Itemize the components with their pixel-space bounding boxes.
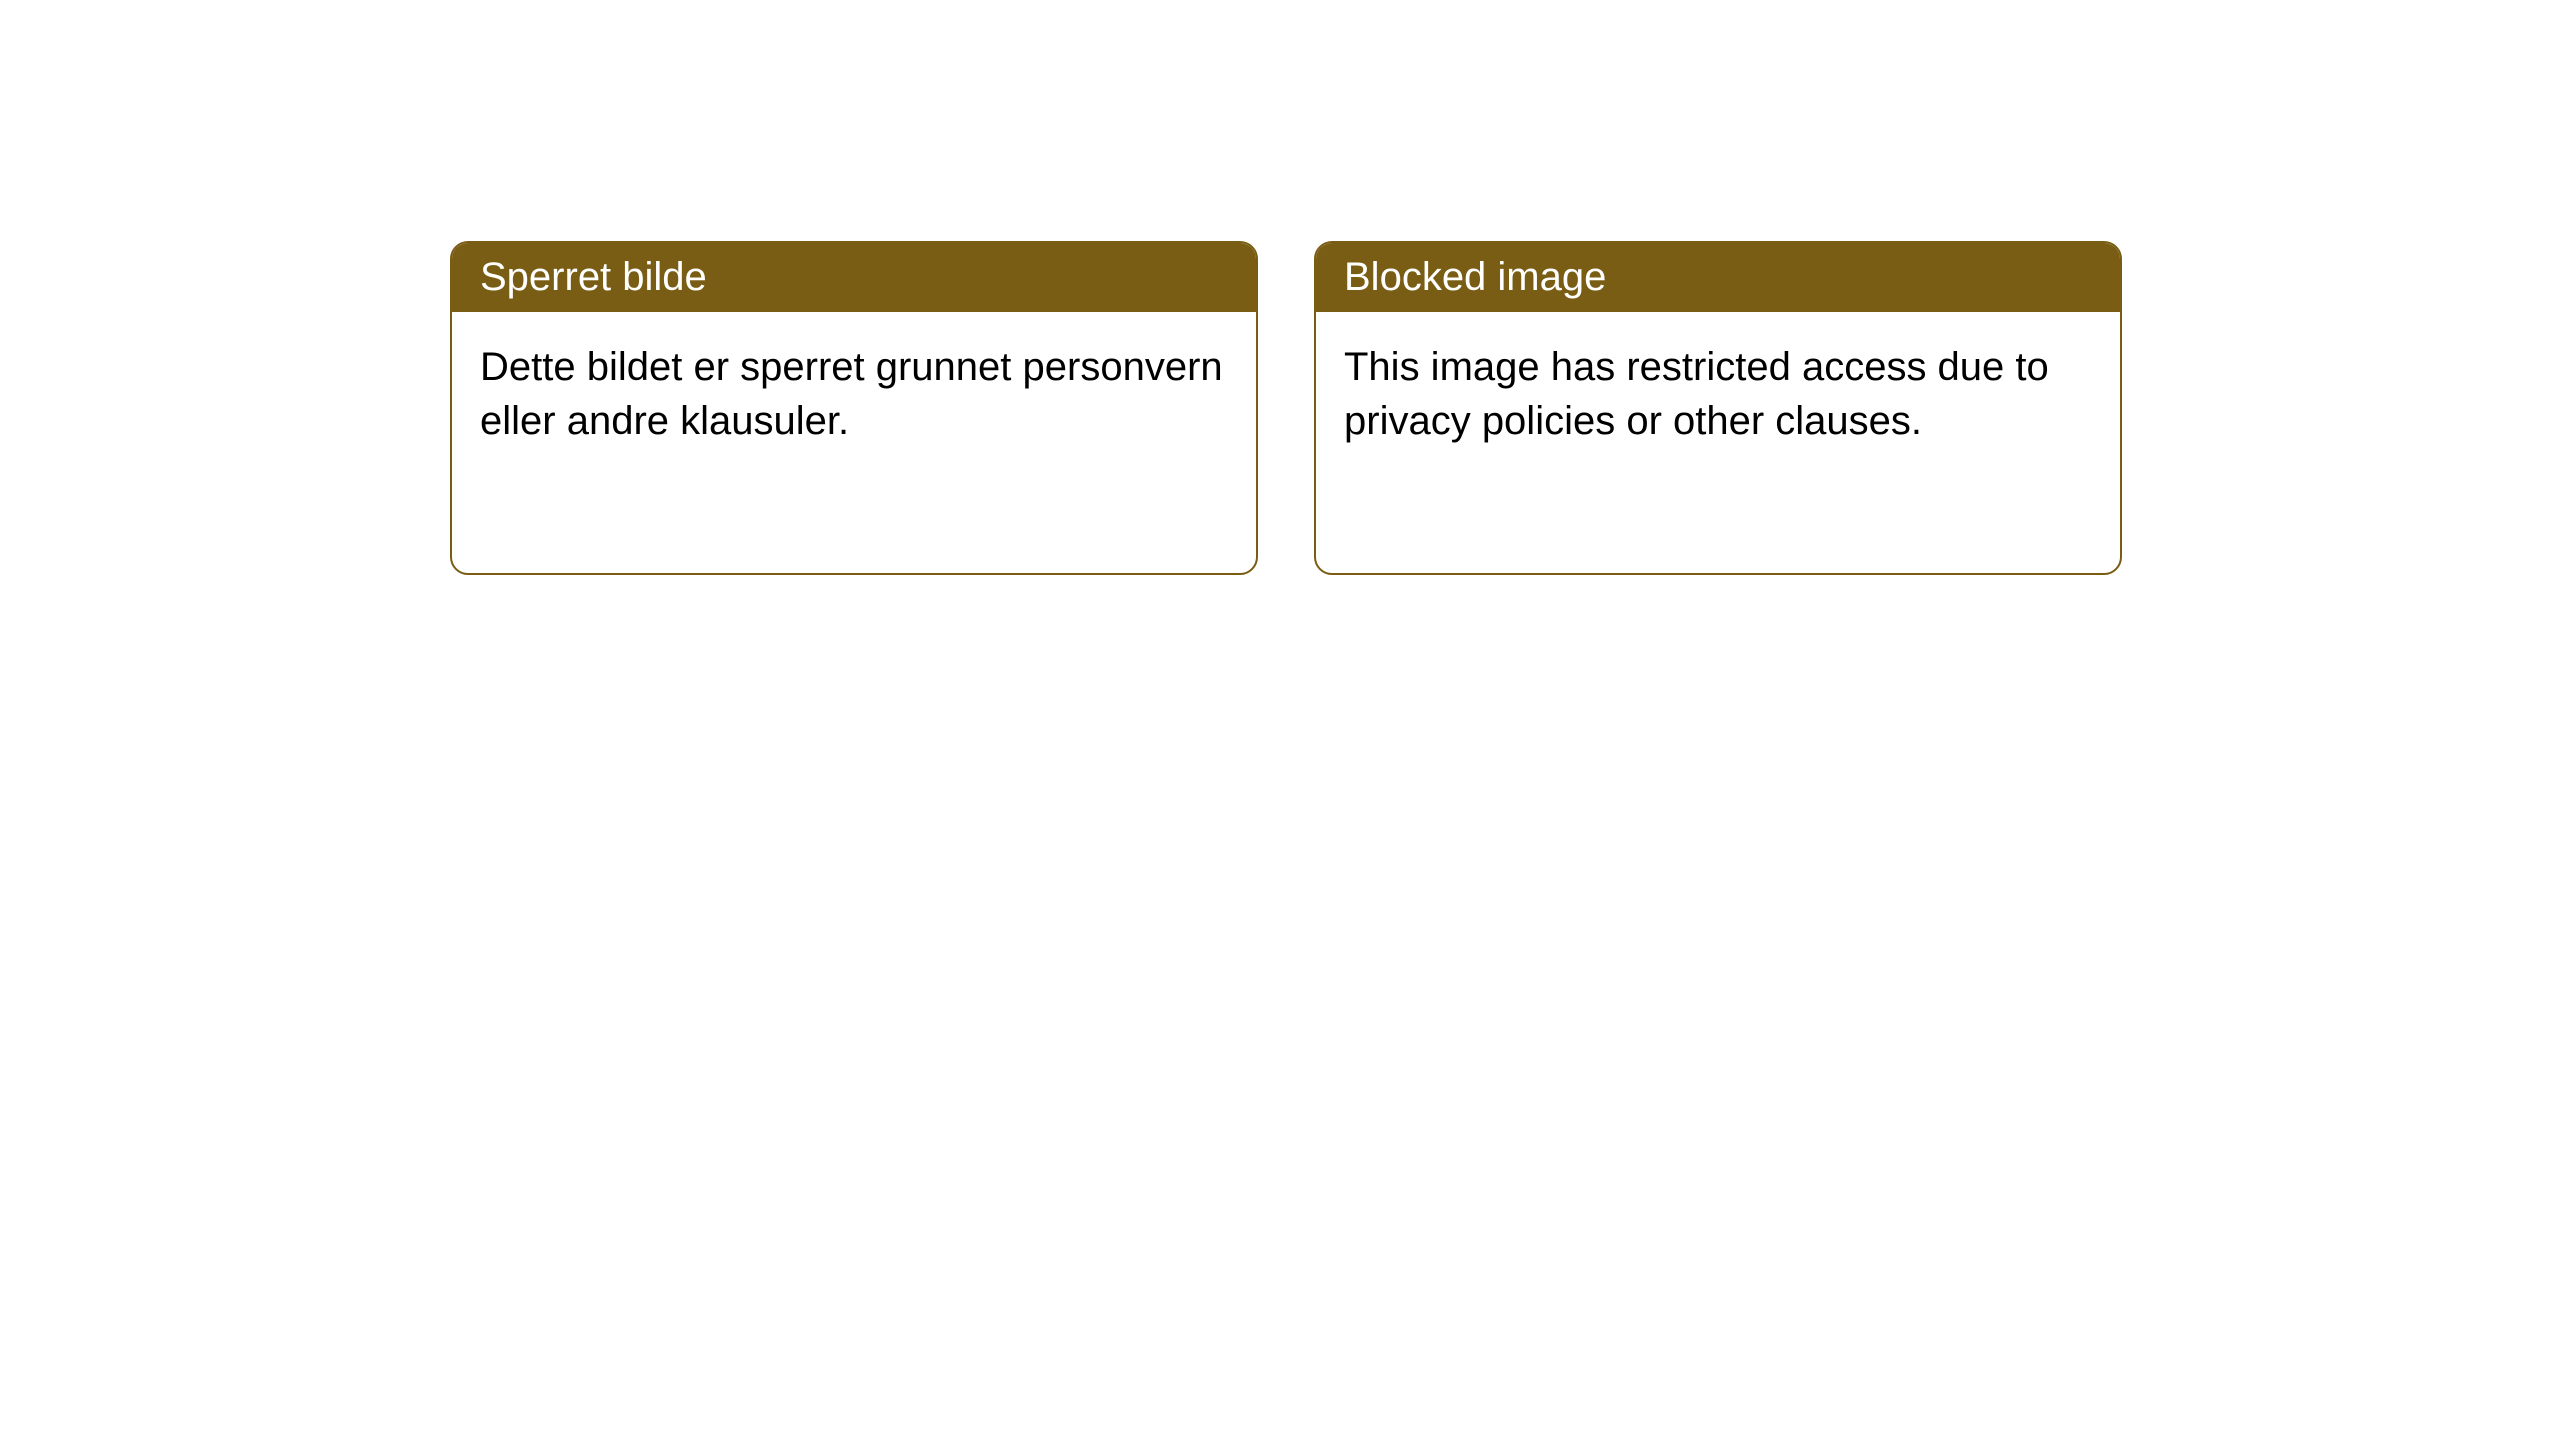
notice-card-body: This image has restricted access due to … <box>1316 312 2120 476</box>
notice-card-body: Dette bildet er sperret grunnet personve… <box>452 312 1256 476</box>
notice-card-header: Sperret bilde <box>452 243 1256 312</box>
notice-card-english: Blocked image This image has restricted … <box>1314 241 2122 575</box>
notice-cards-container: Sperret bilde Dette bildet er sperret gr… <box>450 241 2122 575</box>
notice-card-header: Blocked image <box>1316 243 2120 312</box>
notice-card-norwegian: Sperret bilde Dette bildet er sperret gr… <box>450 241 1258 575</box>
